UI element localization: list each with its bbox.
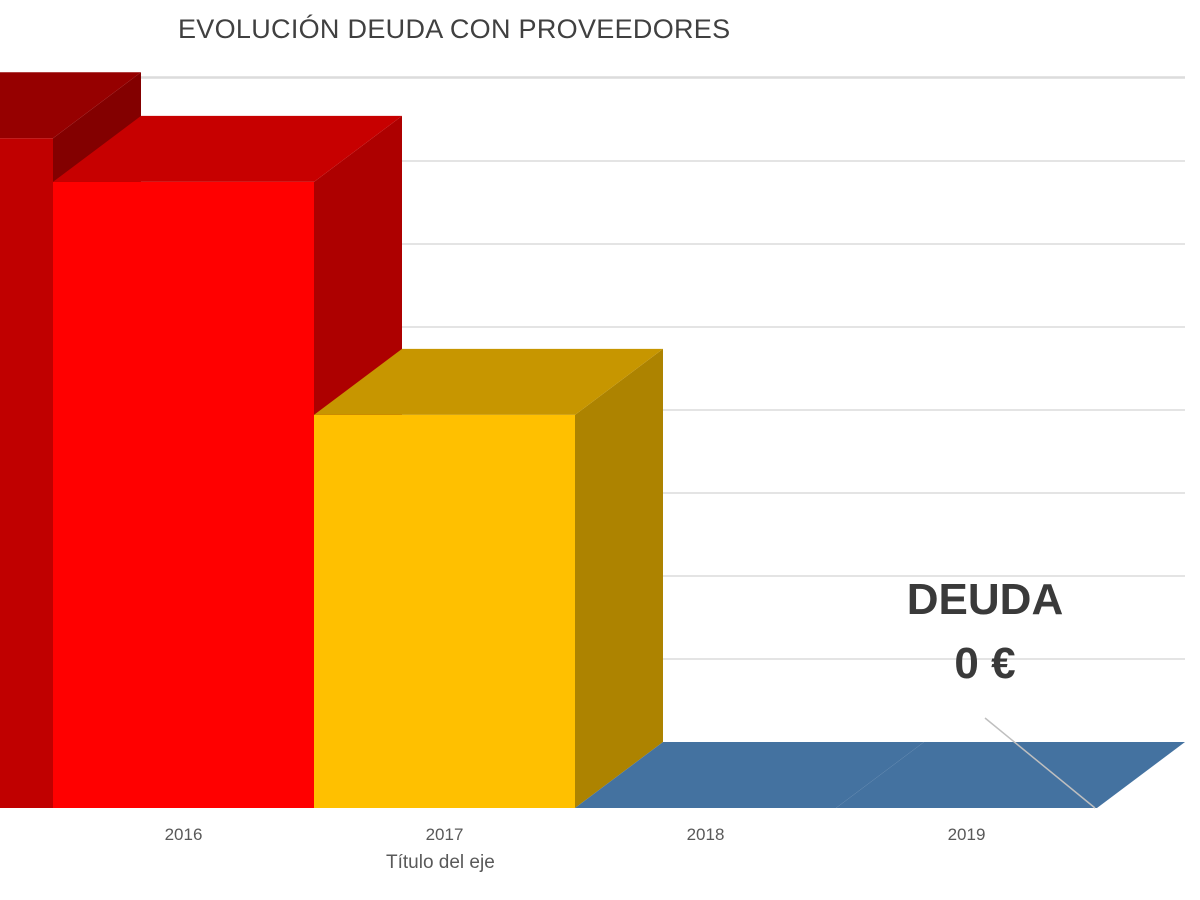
bar-floor — [575, 742, 924, 808]
x-tick-label: 2016 — [165, 825, 203, 844]
bar-top — [0, 72, 141, 139]
bar-front — [314, 414, 575, 808]
bar-floor — [836, 742, 1185, 808]
bar-2019 — [836, 742, 1185, 808]
debt-annotation-label: DEUDA — [906, 575, 1064, 624]
debt-annotation: DEUDA 0 € — [880, 568, 1090, 696]
bars — [0, 72, 1185, 809]
x-tick-label: 2018 — [687, 825, 725, 844]
bar-top — [314, 348, 663, 415]
bar-front — [0, 138, 53, 809]
x-tick-labels: 2016 2017 2018 2019 — [165, 825, 986, 844]
debt-annotation-value: 0 € — [954, 639, 1016, 688]
bar-side — [575, 348, 663, 808]
bar-2018 — [575, 742, 924, 808]
bar-front — [53, 181, 314, 809]
x-axis-title: Título del eje — [386, 852, 495, 873]
chart-title: EVOLUCIÓN DEUDA CON PROVEEDORES — [178, 14, 731, 44]
x-tick-label: 2019 — [948, 825, 986, 844]
x-tick-label: 2017 — [426, 825, 464, 844]
bar-2017 — [314, 348, 663, 808]
annotation-leader-line — [984, 717, 1096, 809]
bar-top — [53, 115, 402, 182]
